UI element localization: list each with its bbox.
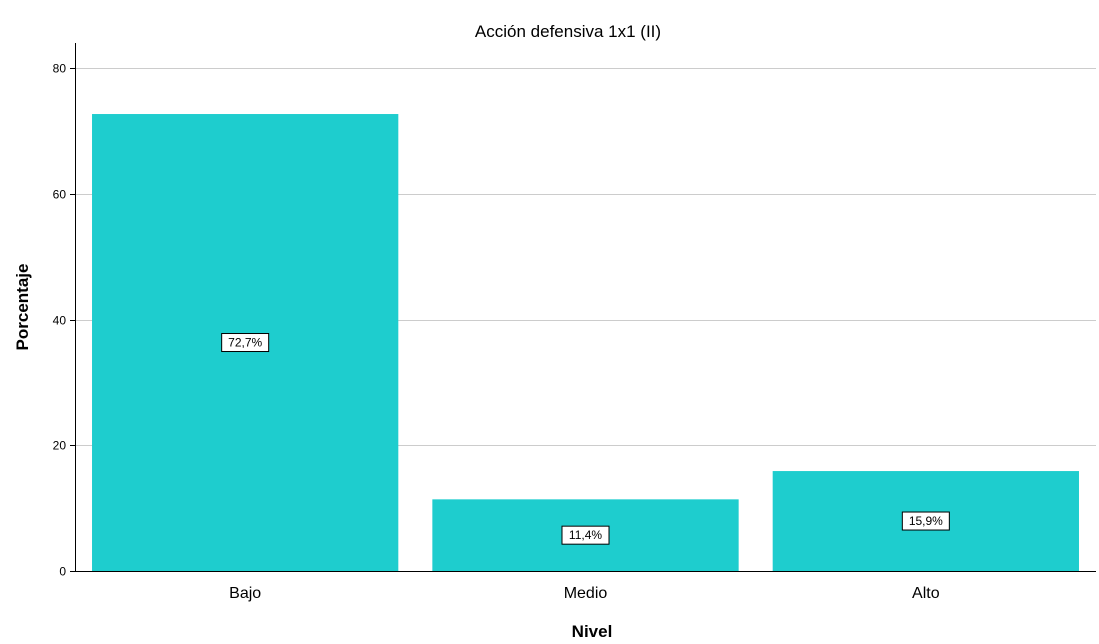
axes xyxy=(70,43,1096,572)
data-label: 11,4% xyxy=(561,525,610,545)
y-tick-label: 0 xyxy=(59,565,66,579)
y-tick-label: 60 xyxy=(53,188,67,202)
y-tick-labels: 0 20 40 60 80 xyxy=(53,62,67,579)
y-tick-label: 80 xyxy=(53,62,67,76)
x-tick-label: Alto xyxy=(912,585,940,602)
data-label: 15,9% xyxy=(901,511,950,531)
x-tick-label: Bajo xyxy=(229,585,261,602)
data-label-text: 72,7% xyxy=(228,336,262,350)
data-label-box xyxy=(221,333,270,353)
data-label: 72,7% xyxy=(221,333,270,353)
data-label-box xyxy=(901,511,950,531)
y-tick-label: 40 xyxy=(53,314,67,328)
chart-title: Acción defensiva 1x1 (II) xyxy=(475,22,661,41)
data-label-text: 15,9% xyxy=(909,514,943,528)
y-tick-label: 20 xyxy=(53,439,67,453)
data-labels: 72,7% 11,4% 15,9% xyxy=(221,333,950,545)
data-label-text: 11,4% xyxy=(569,528,602,542)
x-tick-label: Medio xyxy=(564,585,608,602)
x-tick-labels: Bajo Medio Alto xyxy=(229,585,940,602)
data-label-box xyxy=(561,525,610,545)
y-axis-title: Porcentaje xyxy=(13,264,32,351)
x-axis-title: Nivel xyxy=(572,622,613,641)
